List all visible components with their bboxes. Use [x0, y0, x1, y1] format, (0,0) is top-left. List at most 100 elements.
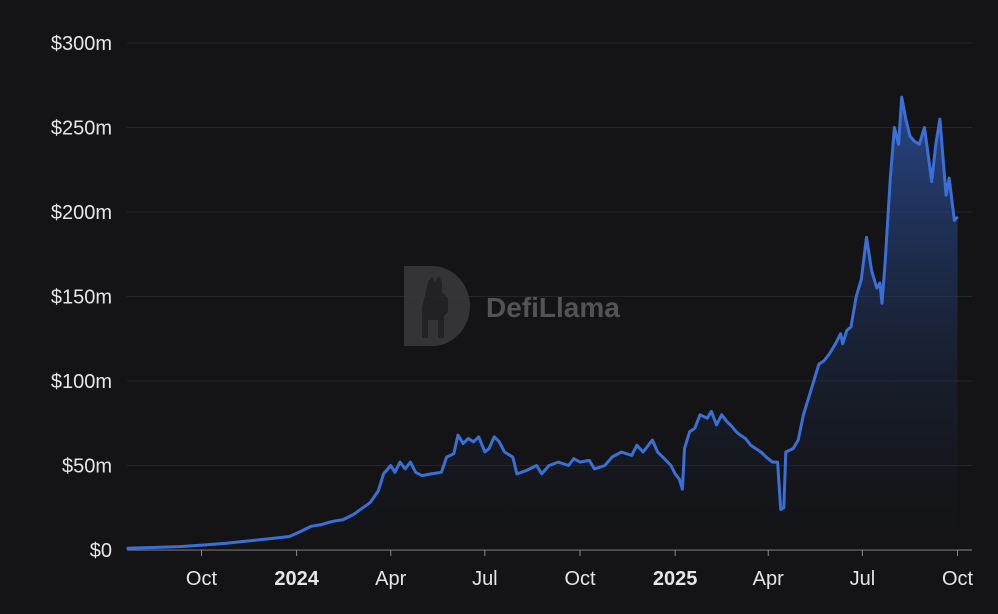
data-point: [935, 143, 937, 146]
data-point: [352, 513, 355, 516]
data-point: [876, 287, 878, 289]
data-point: [905, 118, 907, 120]
data-point: [630, 454, 633, 457]
data-point: [930, 180, 933, 183]
data-point: [948, 177, 951, 179]
data-point: [900, 96, 903, 98]
data-point: [661, 456, 664, 458]
x-tick-label: Jul: [850, 568, 876, 590]
data-point: [204, 544, 207, 546]
data-point: [389, 464, 392, 467]
data-point: [525, 469, 528, 472]
data-point: [771, 461, 774, 463]
data-point: [670, 464, 672, 467]
y-tick-label: $250m: [51, 118, 112, 140]
data-point: [540, 473, 543, 475]
data-point: [802, 414, 805, 416]
data-point: [440, 471, 443, 474]
data-point: [823, 359, 825, 362]
y-tick-label: $150m: [51, 287, 112, 309]
data-point: [834, 343, 837, 345]
data-point: [744, 437, 747, 440]
data-point: [884, 261, 886, 264]
data-point: [430, 473, 432, 475]
data-point: [511, 456, 514, 458]
data-point: [855, 295, 857, 298]
data-point: [923, 126, 926, 129]
data-point: [409, 461, 412, 463]
data-point: [828, 353, 831, 355]
x-tick-label: 2025: [653, 568, 698, 590]
data-point: [846, 329, 848, 332]
data-point: [918, 143, 921, 146]
data-point: [573, 457, 575, 460]
y-tick-label: $200m: [51, 202, 112, 224]
data-point: [477, 435, 480, 438]
data-point: [593, 468, 596, 470]
data-point: [939, 118, 941, 120]
data-point: [493, 435, 495, 438]
data-point: [739, 434, 742, 436]
y-axis: $0 $50m $100m $150m $200m $250m $300m: [51, 33, 112, 562]
data-point: [535, 464, 538, 467]
data-point: [242, 540, 244, 543]
data-point: [927, 157, 930, 159]
data-point: [749, 444, 752, 447]
data-point: [720, 414, 723, 416]
data-point: [951, 202, 954, 205]
horizontal-gridlines: [127, 42, 972, 551]
y-tick-label: $100m: [51, 371, 112, 393]
data-point: [288, 535, 291, 538]
data-points: [126, 96, 959, 550]
data-point: [683, 447, 686, 450]
data-point: [710, 410, 713, 413]
data-point: [735, 430, 737, 433]
data-point: [879, 282, 881, 284]
data-point: [870, 270, 873, 272]
data-point: [453, 452, 455, 455]
data-point: [953, 219, 956, 222]
data-point: [945, 194, 947, 196]
data-point: [681, 488, 684, 490]
data-point: [731, 425, 733, 428]
x-axis: Oct 2024 Apr Jul Oct 2025 Apr Jul Oct: [127, 549, 974, 590]
data-point: [320, 523, 323, 526]
data-point: [782, 506, 785, 509]
data-point: [776, 461, 779, 463]
data-point: [909, 135, 911, 137]
data-point: [956, 216, 959, 218]
watermark-text: DefiLlama: [486, 292, 620, 323]
y-tick-label: $300m: [51, 33, 112, 55]
data-point: [865, 236, 868, 239]
data-point: [273, 537, 275, 539]
watermark: DefiLlama: [404, 266, 620, 346]
x-tick-label: Jul: [472, 568, 498, 590]
data-point: [516, 473, 518, 475]
x-tick-label: Apr: [375, 568, 406, 590]
x-tick-label: Oct: [564, 568, 596, 590]
data-point: [889, 177, 892, 179]
data-point: [760, 451, 762, 453]
data-point: [126, 547, 128, 550]
data-point: [881, 302, 883, 305]
data-point: [893, 126, 896, 129]
data-point: [414, 471, 417, 474]
data-point: [620, 451, 623, 453]
data-point: [362, 506, 364, 509]
data-point: [636, 444, 638, 447]
data-point: [688, 430, 691, 433]
data-point: [694, 427, 696, 430]
data-point: [225, 542, 228, 545]
data-point: [674, 473, 676, 475]
area-fill: [127, 97, 958, 550]
data-point: [567, 464, 570, 467]
data-point: [178, 545, 181, 548]
data-point: [420, 474, 423, 477]
data-point: [503, 451, 506, 453]
data-point: [404, 468, 407, 470]
data-point: [579, 461, 581, 463]
data-point: [706, 417, 709, 419]
data-point: [792, 447, 794, 450]
data-point: [394, 471, 396, 474]
